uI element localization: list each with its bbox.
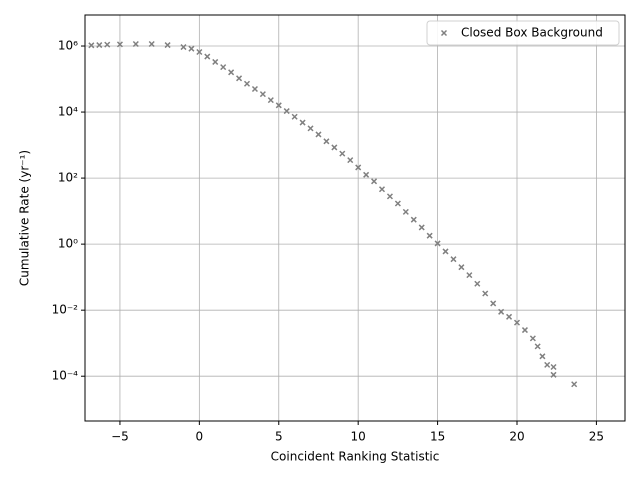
- scatter-point: [323, 138, 330, 145]
- scatter-point: [347, 157, 354, 164]
- x-tick-label: 20: [509, 430, 524, 444]
- scatter-point: [550, 371, 557, 378]
- scatter-point: [506, 313, 513, 320]
- x-axis-label: Coincident Ranking Statistic: [271, 450, 440, 464]
- scatter-point: [394, 200, 401, 207]
- scatter-point: [529, 335, 536, 342]
- y-tick-label: 10⁻⁴: [52, 369, 79, 383]
- scatter-point: [104, 41, 111, 48]
- legend-box: [426, 20, 620, 46]
- scatter-point: [259, 91, 266, 98]
- x-tick-label: 10: [351, 430, 366, 444]
- y-tick-label: 10⁰: [58, 237, 78, 251]
- scatter-point: [378, 186, 386, 193]
- scatter-point: [116, 41, 123, 48]
- scatter-point: [228, 69, 235, 76]
- scatter-point: [132, 40, 139, 48]
- scatter-point: [299, 119, 306, 126]
- plot-frame: [84, 14, 626, 422]
- scatter-point: [243, 80, 251, 87]
- scatter-point: [148, 40, 155, 48]
- legend-marker: [440, 29, 448, 37]
- scatter-point: [164, 42, 171, 49]
- scatter-point: [88, 42, 95, 49]
- scatter-point: [355, 164, 362, 171]
- scatter-point: [291, 113, 298, 120]
- scatter-point: [402, 208, 409, 215]
- scatter-point: [534, 343, 541, 350]
- legend-label: Closed Box Background: [461, 26, 603, 40]
- y-tick-label: 10⁶: [58, 39, 78, 53]
- scatter-point: [521, 327, 528, 334]
- scatter-point: [410, 216, 417, 223]
- scatter-point: [180, 44, 187, 51]
- scatter-point: [307, 125, 314, 132]
- scatter-point: [283, 108, 290, 115]
- y-tick-label: 10⁴: [58, 105, 78, 119]
- scatter-point: [474, 280, 481, 287]
- scatter-point: [550, 363, 557, 371]
- x-tick-label: 5: [275, 430, 283, 444]
- scatter-point: [96, 42, 103, 49]
- y-axis-label: Cumulative Rate (yr⁻¹): [18, 150, 32, 286]
- scatter-point: [442, 248, 449, 255]
- x-tick-label: −5: [111, 430, 129, 444]
- scatter-point: [212, 58, 219, 65]
- x-tick-label: 0: [196, 430, 204, 444]
- scatter-point: [482, 290, 489, 297]
- scatter-point: [236, 75, 243, 82]
- scatter-point: [571, 381, 578, 388]
- y-tick-label: 10⁻²: [52, 303, 79, 317]
- scatter-point: [267, 97, 274, 104]
- scatter-point: [315, 131, 322, 138]
- scatter-point: [539, 353, 546, 360]
- x-tick-label: 15: [430, 430, 445, 444]
- scatter-point: [196, 48, 203, 56]
- scatter-point: [275, 102, 282, 109]
- scatter-point: [434, 240, 441, 247]
- scatter-point: [386, 193, 393, 200]
- scatter-point: [498, 308, 505, 315]
- scatter-point: [513, 319, 521, 326]
- scatter-point: [371, 178, 378, 185]
- scatter-point: [426, 232, 433, 239]
- scatter-point: [251, 85, 258, 93]
- scatter-point: [458, 264, 465, 271]
- scatter-point: [450, 256, 457, 263]
- scatter-point: [220, 64, 227, 71]
- scatter-point: [188, 45, 195, 52]
- scatter-point: [339, 150, 346, 157]
- y-tick-label: 10²: [58, 171, 78, 185]
- x-tick-label: 25: [589, 430, 604, 444]
- scatter-point: [544, 361, 551, 368]
- scatter-point: [363, 171, 370, 178]
- scatter-point: [331, 144, 338, 151]
- scatter-point: [204, 53, 211, 60]
- scatter-point: [466, 272, 473, 279]
- scatter-point: [490, 300, 497, 307]
- scatter-point: [418, 224, 425, 231]
